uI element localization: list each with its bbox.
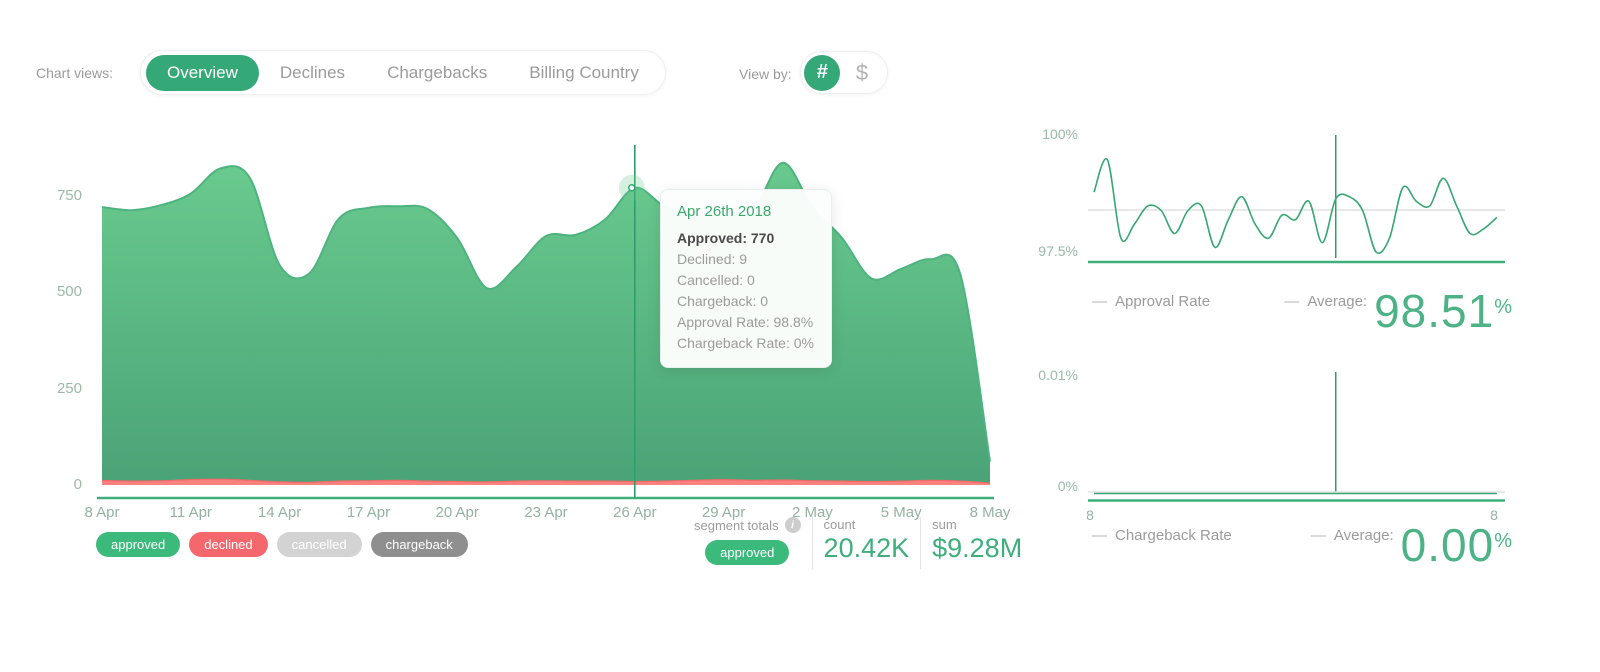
chart-views-tabs: Overview Declines Chargebacks Billing Count…: [140, 50, 666, 95]
approval-rate-line: [1093, 158, 1498, 254]
approval-rate-legend: — Approval Rate: [1092, 293, 1210, 310]
x-tick-label: 29 Apr: [701, 504, 746, 521]
chart-views-label: Chart views:: [36, 65, 114, 81]
chargeback-rate-legend-label: Chargeback Rate: [1115, 527, 1232, 544]
sum-label: sum: [932, 517, 957, 532]
legend-pill-cancelled[interactable]: cancelled: [276, 532, 362, 557]
x-tick-label: 8: [1086, 507, 1094, 523]
tab-billing-country[interactable]: Billing Country: [508, 55, 660, 91]
tooltip-rows: Approved: 770 Declined: 9 Cancelled: 0 Char…: [677, 228, 815, 354]
segment-totals: segment totals i approved count 20.42K s…: [694, 517, 1022, 569]
count-value: 20.42K: [823, 533, 910, 563]
view-by-toggle: # $: [800, 51, 888, 94]
transactions-chart[interactable]: [97, 143, 997, 505]
segment-totals-label: segment totals: [694, 517, 779, 533]
tooltip-row-chargeback: Chargeback: 0: [677, 293, 769, 309]
legend: approved declined cancelled chargeback: [96, 532, 468, 557]
y-tick-label: 97.5%: [1038, 243, 1078, 259]
approval-rate-legend-row: — Approval Rate — Average: 98.51%: [1092, 285, 1512, 337]
count-metric: count 20.42K: [824, 517, 910, 564]
divider: [920, 517, 922, 569]
count-label: count: [823, 517, 856, 532]
legend-pill-chargeback[interactable]: chargeback: [370, 532, 468, 557]
y-tick-label: 750: [56, 186, 82, 204]
approval-rate-average-value: 98.51%: [1374, 285, 1512, 337]
tab-declines[interactable]: Declines: [259, 55, 366, 91]
y-tick-label: 250: [56, 379, 82, 397]
legend-dash: —: [1092, 527, 1107, 544]
x-tick-label: 17 Apr: [346, 504, 391, 521]
approved-area: [102, 162, 990, 485]
y-tick-label: 0.01%: [1038, 367, 1078, 383]
tooltip-row-approval-rate: Approval Rate: 98.8%: [677, 314, 814, 330]
tooltip-row-declined: Declined: 9: [677, 251, 748, 267]
chargeback-rate-average: — Average: 0.00%: [1310, 519, 1512, 571]
x-tick-label: 26 Apr: [613, 504, 657, 521]
legend-pill-approved[interactable]: approved: [96, 532, 181, 557]
legend-dash: —: [1092, 293, 1107, 310]
chargeback-rate-chart[interactable]: [1088, 362, 1508, 508]
x-tick-label: 8 Apr: [84, 504, 120, 521]
average-label: Average:: [1333, 527, 1394, 544]
sum-metric: sum $9.28M: [932, 517, 1022, 564]
divider: [811, 517, 813, 569]
tooltip: Apr 26th 2018 Approved: 770 Declined: 9 Ca…: [660, 189, 832, 368]
x-tick-label: 20 Apr: [435, 504, 479, 521]
legend-dash: —: [1284, 293, 1300, 310]
legend-pill-declined[interactable]: declined: [189, 532, 268, 557]
x-tick-label: 5 May: [880, 504, 922, 521]
average-label: Average:: [1307, 293, 1368, 310]
y-tick-label: 100%: [1042, 126, 1078, 142]
view-by-label: View by:: [739, 66, 792, 82]
declined-line: [101, 478, 991, 484]
approved-line: [101, 161, 991, 462]
x-tick-label: 2 May: [791, 504, 833, 521]
x-tick-label: 11 Apr: [169, 504, 212, 521]
tooltip-row-approved: Approved: 770: [677, 230, 775, 246]
highlight-dot: [628, 184, 636, 192]
tab-chargebacks[interactable]: Chargebacks: [366, 55, 508, 91]
segment-totals-column: segment totals i approved: [694, 517, 801, 565]
tooltip-row-cancelled: Cancelled: 0: [677, 272, 755, 288]
x-tick-label: 14 Apr: [257, 504, 302, 521]
tooltip-title: Apr 26th 2018: [677, 203, 772, 220]
info-icon[interactable]: i: [784, 517, 801, 533]
view-by-count-button[interactable]: #: [804, 54, 840, 91]
approval-rate-legend-label: Approval Rate: [1115, 293, 1211, 310]
sum-value: $9.28M: [932, 533, 1023, 563]
y-tick-label: 0%: [1057, 478, 1078, 494]
y-tick-label: 0: [73, 476, 82, 493]
y-tick-label: 500: [56, 283, 82, 300]
x-tick-label: 8: [1490, 507, 1498, 523]
x-tick-label: 8 May: [969, 504, 1011, 521]
chargeback-rate-average-value: 0.00%: [1400, 519, 1512, 571]
tab-overview[interactable]: Overview: [146, 54, 259, 91]
approval-rate-average: — Average: 98.51%: [1284, 285, 1512, 337]
approval-rate-chart[interactable]: [1088, 130, 1508, 270]
x-tick-label: 23 Apr: [524, 504, 568, 521]
tooltip-row-chargeback-rate: Chargeback Rate: 0%: [677, 335, 814, 351]
chargeback-rate-legend: — Chargeback Rate: [1092, 527, 1232, 544]
segment-pill-approved: approved: [705, 540, 790, 565]
view-by-currency-button[interactable]: $: [844, 55, 880, 91]
legend-dash: —: [1310, 527, 1326, 544]
chargeback-rate-legend-row: — Chargeback Rate — Average: 0.00%: [1092, 519, 1512, 571]
